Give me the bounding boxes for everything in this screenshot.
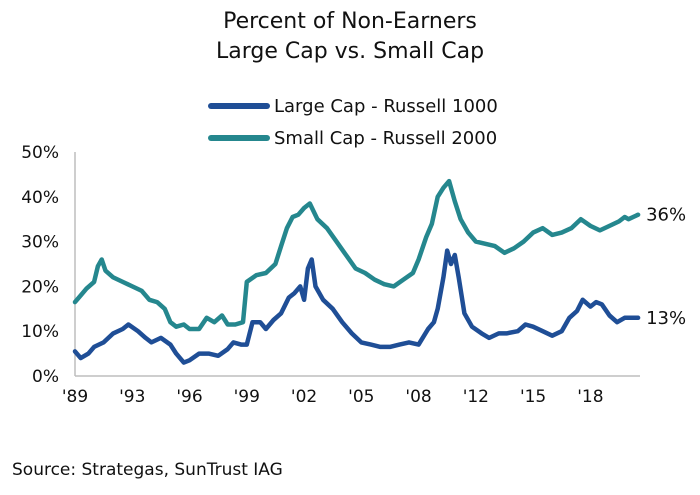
y-tick-label: 0% bbox=[32, 367, 59, 387]
legend-item-large-cap: Large Cap - Russell 1000 bbox=[208, 90, 498, 122]
end-label-small-cap: 36% bbox=[646, 205, 686, 226]
legend-item-small-cap: Small Cap - Russell 2000 bbox=[208, 122, 498, 154]
series-line-large-cap bbox=[72, 248, 641, 365]
chart-legend: Large Cap - Russell 1000 Small Cap - Rus… bbox=[208, 90, 498, 154]
x-tick-label: '18 bbox=[577, 387, 603, 407]
end-label-large-cap: 13% bbox=[646, 308, 686, 329]
legend-swatch-large-cap bbox=[208, 103, 270, 109]
y-tick-label: 20% bbox=[21, 277, 59, 297]
chart-subtitle: Large Cap vs. Small Cap bbox=[215, 39, 485, 64]
x-tick-label: '93 bbox=[119, 387, 145, 407]
x-tick-label: '99 bbox=[234, 387, 260, 407]
y-tick-label: 50% bbox=[21, 143, 59, 163]
x-tick-label: '96 bbox=[176, 387, 202, 407]
series-line-small-cap bbox=[72, 178, 641, 332]
x-tick-label: '08 bbox=[405, 387, 431, 407]
y-tick-label: 10% bbox=[21, 322, 59, 342]
legend-label-large-cap: Large Cap - Russell 1000 bbox=[274, 95, 498, 117]
source-note: Source: Strategas, SunTrust IAG bbox=[12, 460, 283, 480]
x-tick-label: '12 bbox=[463, 387, 489, 407]
legend-label-small-cap: Small Cap - Russell 2000 bbox=[274, 127, 498, 149]
y-tick-label: 40% bbox=[21, 188, 59, 208]
y-tick-label: 30% bbox=[21, 233, 59, 253]
x-tick-label: '15 bbox=[520, 387, 546, 407]
legend-swatch-small-cap bbox=[208, 135, 270, 141]
x-tick-label: '89 bbox=[62, 387, 88, 407]
x-tick-label: '05 bbox=[348, 387, 374, 407]
x-tick-label: '02 bbox=[291, 387, 317, 407]
chart-title: Percent of Non-Earners bbox=[223, 9, 477, 34]
